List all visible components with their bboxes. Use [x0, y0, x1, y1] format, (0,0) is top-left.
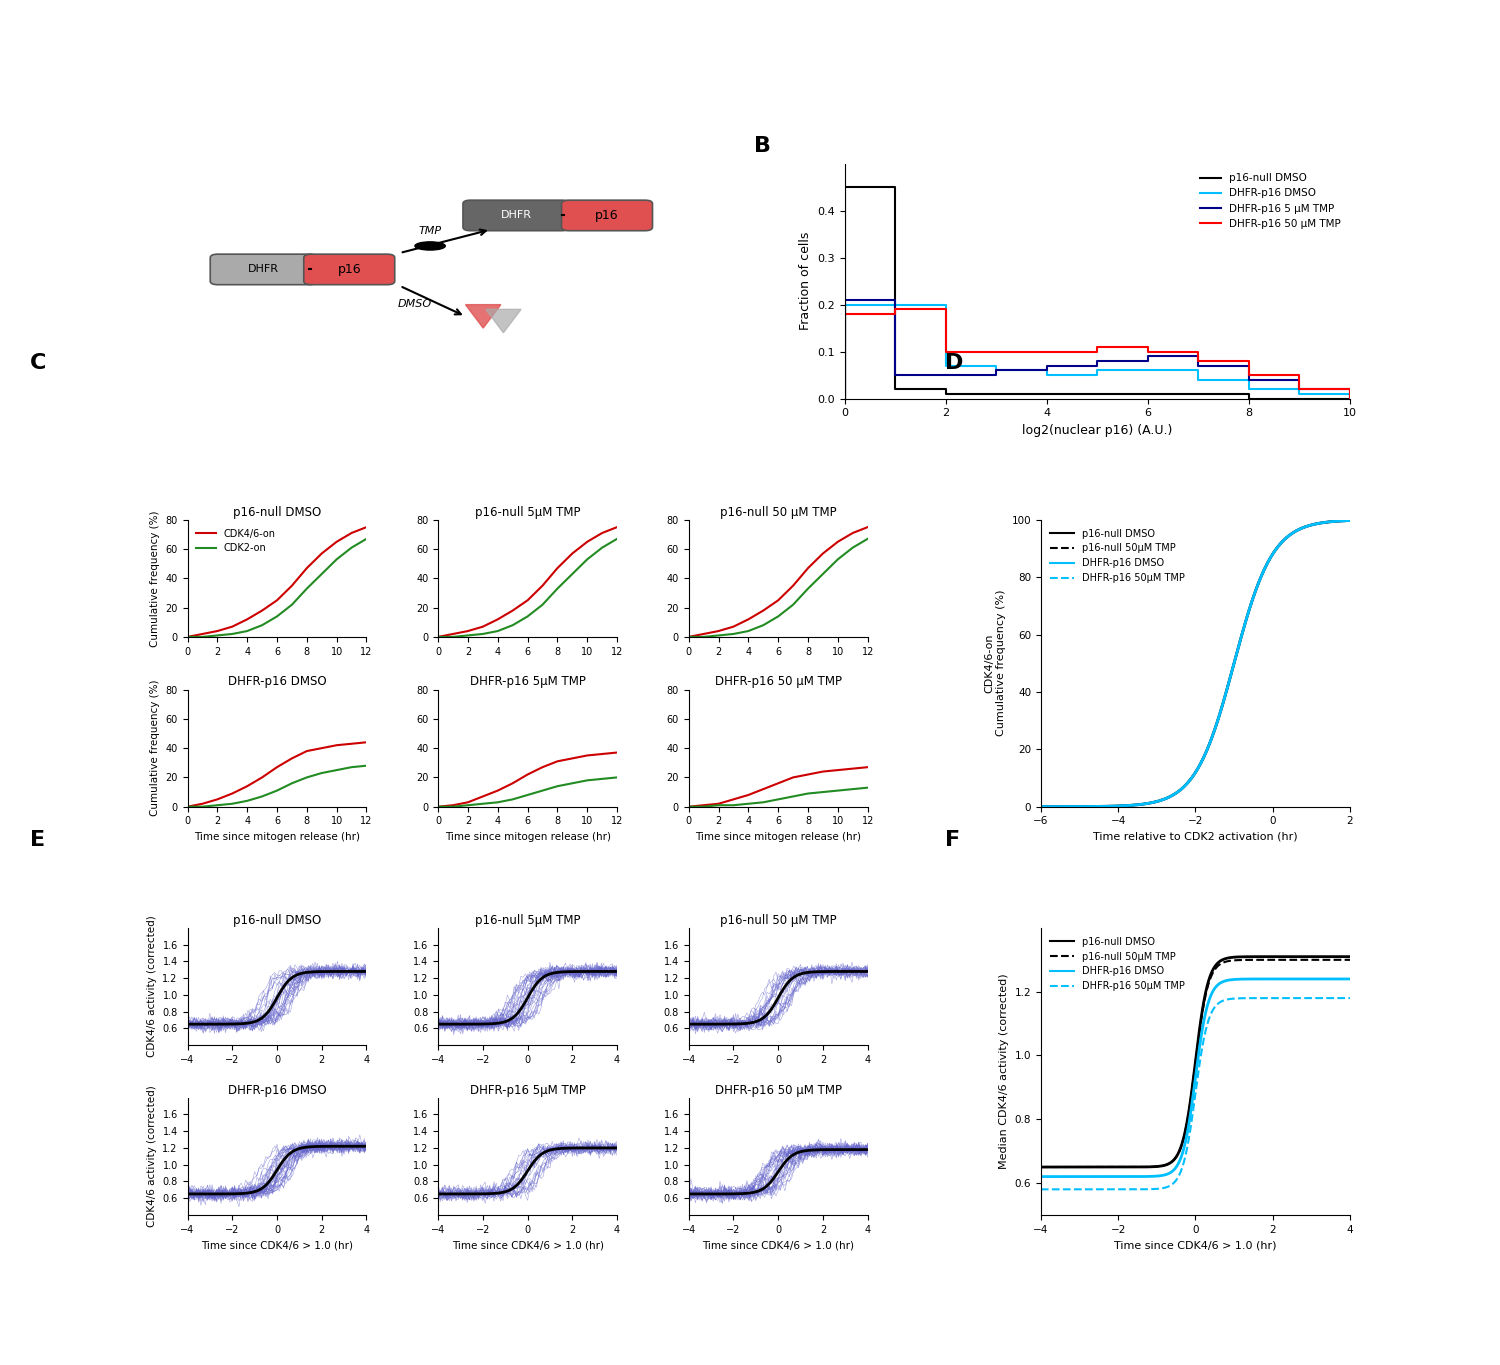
Title: p16-null 50 μM TMP: p16-null 50 μM TMP — [720, 913, 837, 927]
Text: C: C — [30, 352, 46, 373]
Legend: CDK4/6-on, CDK2-on: CDK4/6-on, CDK2-on — [192, 524, 279, 557]
Title: DHFR-p16 50 μM TMP: DHFR-p16 50 μM TMP — [714, 1084, 842, 1096]
Title: p16-null 5μM TMP: p16-null 5μM TMP — [476, 505, 580, 519]
X-axis label: log2(nuclear p16) (A.U.): log2(nuclear p16) (A.U.) — [1022, 423, 1173, 437]
Y-axis label: CDK4/6-on
Cumulative frequency (%): CDK4/6-on Cumulative frequency (%) — [984, 590, 1006, 737]
FancyBboxPatch shape — [464, 201, 568, 231]
Legend: p16-null DMSO, p16-null 50μM TMP, DHFR-p16 DMSO, DHFR-p16 50μM TMP: p16-null DMSO, p16-null 50μM TMP, DHFR-p… — [1046, 932, 1188, 995]
Text: p16: p16 — [596, 209, 619, 222]
Text: DHFR: DHFR — [248, 265, 279, 274]
Text: E: E — [30, 830, 45, 850]
X-axis label: Time since CDK4/6 > 1.0 (hr): Time since CDK4/6 > 1.0 (hr) — [201, 1241, 352, 1250]
Y-axis label: Cumulative frequency (%): Cumulative frequency (%) — [150, 511, 160, 647]
Y-axis label: CDK4/6 activity (corrected): CDK4/6 activity (corrected) — [147, 1085, 158, 1227]
Text: F: F — [945, 830, 960, 850]
Legend: p16-null DMSO, p16-null 50μM TMP, DHFR-p16 DMSO, DHFR-p16 50μM TMP: p16-null DMSO, p16-null 50μM TMP, DHFR-p… — [1046, 524, 1188, 587]
Polygon shape — [465, 304, 501, 328]
Title: DHFR-p16 DMSO: DHFR-p16 DMSO — [228, 676, 327, 688]
X-axis label: Time since CDK4/6 > 1.0 (hr): Time since CDK4/6 > 1.0 (hr) — [1114, 1241, 1276, 1250]
Title: DHFR-p16 50 μM TMP: DHFR-p16 50 μM TMP — [714, 676, 842, 688]
X-axis label: Time since mitogen release (hr): Time since mitogen release (hr) — [694, 831, 861, 842]
FancyBboxPatch shape — [561, 201, 652, 231]
Text: DHFR: DHFR — [501, 210, 531, 220]
X-axis label: Time since mitogen release (hr): Time since mitogen release (hr) — [194, 831, 360, 842]
Y-axis label: Cumulative frequency (%): Cumulative frequency (%) — [150, 680, 160, 816]
Text: DMSO: DMSO — [398, 299, 432, 308]
FancyBboxPatch shape — [304, 254, 394, 285]
X-axis label: Time since CDK4/6 > 1.0 (hr): Time since CDK4/6 > 1.0 (hr) — [452, 1241, 603, 1250]
X-axis label: Time relative to CDK2 activation (hr): Time relative to CDK2 activation (hr) — [1094, 831, 1298, 842]
Title: p16-null 5μM TMP: p16-null 5μM TMP — [476, 913, 580, 927]
Y-axis label: CDK4/6 activity (corrected): CDK4/6 activity (corrected) — [147, 916, 158, 1058]
Polygon shape — [486, 310, 520, 333]
Text: D: D — [945, 352, 963, 373]
Title: p16-null 50 μM TMP: p16-null 50 μM TMP — [720, 505, 837, 519]
Y-axis label: Fraction of cells: Fraction of cells — [798, 232, 812, 330]
X-axis label: Time since CDK4/6 > 1.0 (hr): Time since CDK4/6 > 1.0 (hr) — [702, 1241, 853, 1250]
FancyBboxPatch shape — [210, 254, 316, 285]
Text: B: B — [753, 136, 771, 156]
Title: p16-null DMSO: p16-null DMSO — [232, 505, 321, 519]
Ellipse shape — [416, 242, 446, 250]
Text: TMP: TMP — [419, 227, 441, 236]
Title: DHFR-p16 5μM TMP: DHFR-p16 5μM TMP — [470, 676, 585, 688]
Text: p16: p16 — [338, 263, 362, 276]
Y-axis label: Median CDK4/6 activity (corrected): Median CDK4/6 activity (corrected) — [999, 973, 1010, 1170]
Title: p16-null DMSO: p16-null DMSO — [232, 913, 321, 927]
Title: DHFR-p16 5μM TMP: DHFR-p16 5μM TMP — [470, 1084, 585, 1096]
Legend: p16-null DMSO, DHFR-p16 DMSO, DHFR-p16 5 μM TMP, DHFR-p16 50 μM TMP: p16-null DMSO, DHFR-p16 DMSO, DHFR-p16 5… — [1196, 169, 1346, 233]
X-axis label: Time since mitogen release (hr): Time since mitogen release (hr) — [444, 831, 610, 842]
Title: DHFR-p16 DMSO: DHFR-p16 DMSO — [228, 1084, 327, 1096]
